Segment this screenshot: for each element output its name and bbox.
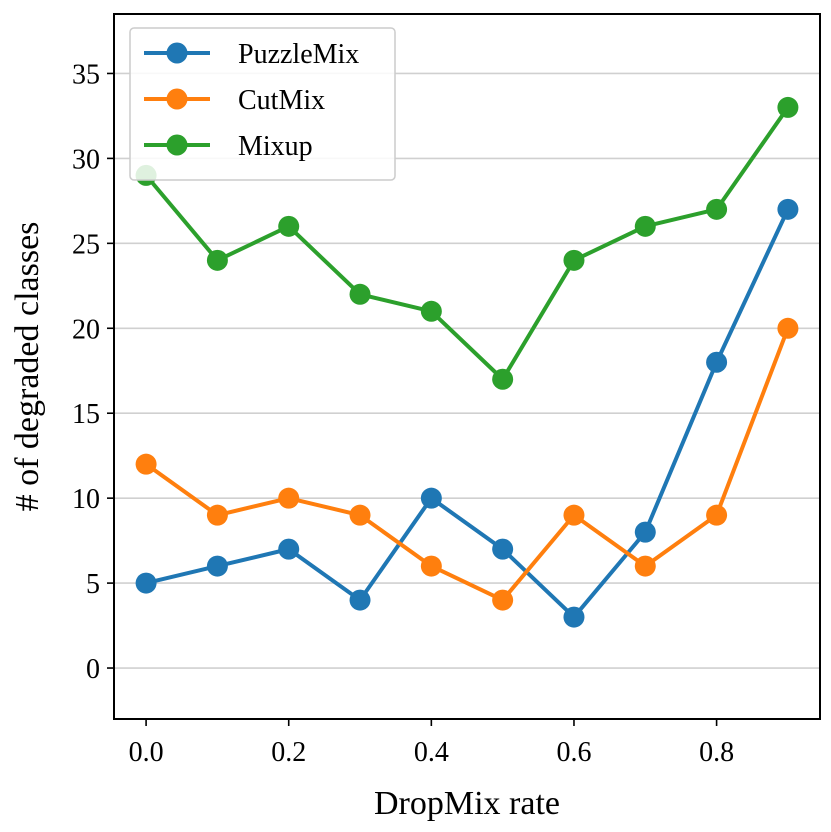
series-line-puzzlemix bbox=[145, 208, 790, 620]
data-point-cutmix bbox=[420, 555, 442, 577]
legend-label: PuzzleMix bbox=[238, 39, 359, 70]
data-point-mixup bbox=[492, 368, 514, 390]
y-axis-ticks: 0 5 10 15 20 25 30 35 bbox=[72, 59, 114, 685]
x-axis-ticks: 0.0 0.2 0.4 0.6 0.8 bbox=[129, 719, 734, 768]
legend-entry-cutmix: CutMix bbox=[144, 85, 325, 116]
data-point-mixup bbox=[206, 249, 228, 271]
data-point-puzzlemix bbox=[706, 351, 728, 373]
legend-swatch-marker bbox=[166, 88, 188, 110]
legend-swatch-marker bbox=[166, 42, 188, 64]
legend-label: CutMix bbox=[238, 85, 325, 116]
data-point-mixup bbox=[706, 198, 728, 220]
series-line-cutmix bbox=[144, 327, 790, 603]
data-point-mixup bbox=[777, 96, 799, 118]
data-point-puzzlemix bbox=[420, 487, 442, 509]
x-tick-label: 0.6 bbox=[556, 737, 591, 768]
legend: PuzzleMix CutMix Mixup bbox=[129, 27, 396, 181]
x-tick-label: 0.0 bbox=[129, 737, 164, 768]
series-layer bbox=[135, 96, 799, 628]
data-point-mixup bbox=[420, 300, 442, 322]
data-point-puzzlemix bbox=[206, 555, 228, 577]
y-tick-label: 5 bbox=[86, 569, 100, 600]
data-point-puzzlemix bbox=[349, 589, 371, 611]
data-point-mixup bbox=[278, 215, 300, 237]
data-point-cutmix bbox=[563, 504, 585, 526]
data-point-puzzlemix bbox=[634, 521, 656, 543]
x-tick-label: 0.2 bbox=[271, 737, 306, 768]
plot-frame bbox=[113, 13, 821, 720]
legend-label: Mixup bbox=[238, 131, 313, 162]
data-point-mixup bbox=[349, 283, 371, 305]
legend-box bbox=[129, 27, 396, 181]
data-point-mixup bbox=[634, 215, 656, 237]
data-point-cutmix bbox=[634, 555, 656, 577]
legend-entries: PuzzleMix CutMix Mixup bbox=[144, 39, 359, 162]
data-point-puzzlemix bbox=[492, 538, 514, 560]
x-axis-label: DropMix rate bbox=[374, 785, 560, 822]
data-point-cutmix bbox=[135, 453, 157, 475]
series-cutmix bbox=[135, 317, 799, 611]
y-tick-label: 10 bbox=[72, 484, 100, 515]
data-point-cutmix bbox=[777, 317, 799, 339]
data-point-cutmix bbox=[349, 504, 371, 526]
data-point-cutmix bbox=[492, 589, 514, 611]
y-tick-label: 35 bbox=[72, 59, 100, 90]
y-axis-label: # of degraded classes bbox=[9, 222, 46, 512]
series-line-mixup bbox=[144, 106, 790, 382]
data-point-puzzlemix bbox=[278, 538, 300, 560]
y-tick-label: 25 bbox=[72, 229, 100, 260]
y-tick-label: 30 bbox=[72, 144, 100, 175]
data-point-puzzlemix bbox=[777, 198, 799, 220]
series-puzzlemix bbox=[135, 198, 799, 628]
x-tick-label: 0.4 bbox=[414, 737, 449, 768]
y-tick-label: 0 bbox=[86, 654, 100, 685]
data-point-cutmix bbox=[278, 487, 300, 509]
legend-entry-mixup: Mixup bbox=[144, 131, 313, 162]
y-tick-label: 20 bbox=[72, 314, 100, 345]
data-point-puzzlemix bbox=[563, 606, 585, 628]
legend-swatch-marker bbox=[166, 134, 188, 156]
data-point-puzzlemix bbox=[135, 572, 157, 594]
data-point-cutmix bbox=[206, 504, 228, 526]
y-tick-label: 15 bbox=[72, 399, 100, 430]
legend-entry-puzzlemix: PuzzleMix bbox=[144, 39, 359, 70]
data-point-mixup bbox=[563, 249, 585, 271]
data-point-cutmix bbox=[706, 504, 728, 526]
x-tick-label: 0.8 bbox=[699, 737, 734, 768]
